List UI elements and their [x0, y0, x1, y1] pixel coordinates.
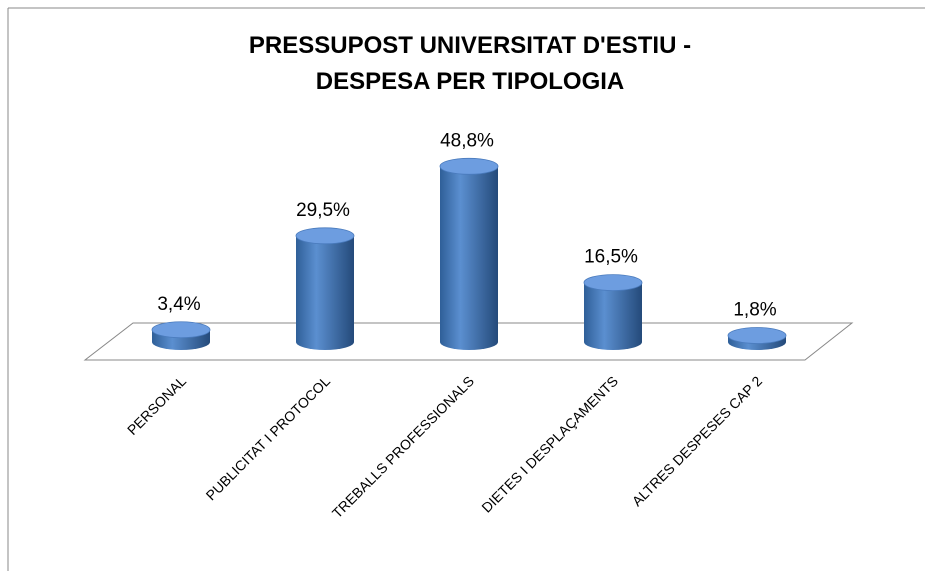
- frame: [7, 7, 925, 571]
- bar: [584, 282, 642, 350]
- x-tick-label: DIETES I DESPLAÇAMENTS: [478, 373, 621, 516]
- bar-top: [151, 321, 211, 339]
- bar-top: [727, 327, 787, 344]
- value-label: 29,5%: [296, 200, 350, 221]
- x-tick-label: TREBALLS PROFESSIONALS: [329, 373, 477, 521]
- bar: [296, 235, 354, 350]
- bar-top: [583, 274, 643, 292]
- value-label: 3,4%: [157, 294, 200, 315]
- bar-top: [439, 157, 499, 175]
- chart-title: PRESSUPOST UNIVERSITAT D'ESTIU - DESPESA…: [248, 32, 692, 95]
- value-label: 1,8%: [733, 300, 776, 321]
- value-label: 48,8%: [440, 130, 494, 151]
- value-label: 16,5%: [584, 247, 638, 268]
- x-tick-label: PUBLICITAT I PROTOCOL: [203, 373, 334, 504]
- bar-top: [295, 227, 355, 245]
- bar: [440, 166, 498, 350]
- x-tick-label: ALTRES DESPESES CAP 2: [629, 373, 766, 510]
- x-tick-label: PERSONAL: [124, 373, 189, 438]
